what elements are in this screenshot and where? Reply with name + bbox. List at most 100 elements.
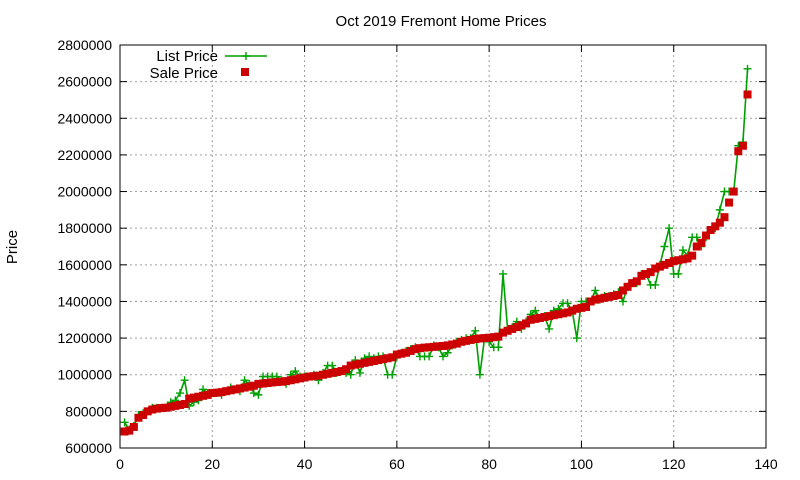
- x-tick-label: 0: [116, 456, 124, 472]
- list-price-point: [120, 418, 129, 427]
- sale-price-point: [189, 393, 198, 402]
- x-tick-label: 40: [297, 456, 313, 472]
- sale-price-point: [591, 295, 600, 304]
- sale-price-point: [282, 377, 291, 386]
- sale-price-point: [166, 402, 175, 411]
- sale-price-point: [175, 400, 184, 409]
- sale-price-point: [309, 372, 318, 381]
- sale-price-point: [535, 313, 544, 322]
- sale-price-point: [572, 304, 581, 313]
- sale-price-point: [711, 222, 720, 231]
- sale-price-point: [388, 353, 397, 362]
- sale-price-point: [489, 333, 498, 342]
- sale-price-point: [512, 323, 521, 332]
- sale-price-point: [337, 367, 346, 376]
- sale-price-point: [406, 346, 415, 355]
- sale-price-point: [222, 387, 231, 396]
- list-price-point: [498, 269, 507, 278]
- sale-price-point: [688, 251, 697, 260]
- sale-price-point: [249, 381, 258, 390]
- y-tick-label: 2200000: [57, 147, 112, 163]
- sale-price-point: [729, 187, 738, 196]
- y-tick-label: 600000: [65, 440, 112, 456]
- sale-price-point: [300, 373, 309, 382]
- sale-price-point: [139, 411, 148, 420]
- x-tick-label: 120: [662, 456, 686, 472]
- sale-price-point: [738, 141, 747, 150]
- sale-price-point: [549, 311, 558, 320]
- list-price-point: [572, 334, 581, 343]
- list-price-point: [388, 370, 397, 379]
- sale-price-point: [558, 309, 567, 318]
- sale-price-point: [351, 360, 360, 369]
- list-price-point: [674, 269, 683, 278]
- sale-price-point: [522, 319, 531, 328]
- sale-price-point: [148, 405, 157, 414]
- sale-price-point: [328, 368, 337, 377]
- sale-price-point: [152, 404, 161, 413]
- x-tick-label: 140: [754, 456, 778, 472]
- series-sale-price: [120, 90, 752, 436]
- list-price-point: [678, 246, 687, 255]
- sale-price-point: [286, 376, 295, 385]
- sale-price-point: [725, 198, 734, 207]
- x-tick-label: 80: [481, 456, 497, 472]
- sale-price-point: [342, 365, 351, 374]
- sale-price-point: [628, 279, 637, 288]
- x-tick-label: 60: [389, 456, 405, 472]
- sale-price-point: [669, 257, 678, 266]
- chart-title: Oct 2019 Fremont Home Prices: [336, 13, 547, 30]
- sale-price-point: [595, 294, 604, 303]
- sale-price-point: [471, 335, 480, 344]
- list-price-point: [346, 370, 355, 379]
- list-price-point: [651, 280, 660, 289]
- sale-price-point: [475, 334, 484, 343]
- sale-price-point: [545, 312, 554, 321]
- sale-price-point: [217, 388, 226, 397]
- list-price-point: [328, 361, 337, 370]
- sale-price-point: [240, 383, 249, 392]
- sale-price-point: [743, 90, 752, 99]
- sale-price-point: [702, 231, 711, 240]
- sale-price-point: [425, 343, 434, 352]
- sale-price-point: [498, 328, 507, 337]
- sale-price-point: [683, 254, 692, 263]
- sale-price-point: [637, 271, 646, 280]
- sale-price-point: [651, 264, 660, 273]
- sale-price-point: [618, 286, 627, 295]
- sale-price-point: [162, 403, 171, 412]
- plot-frame: [119, 44, 767, 449]
- legend-sample-sale-price-marker: [241, 68, 249, 76]
- sale-price-point: [254, 379, 263, 388]
- list-price-point: [240, 376, 249, 385]
- list-price-point: [175, 389, 184, 398]
- sale-price-point: [272, 378, 281, 387]
- sale-price-point: [397, 349, 406, 358]
- list-price-point: [425, 352, 434, 361]
- sale-price-point: [605, 292, 614, 301]
- list-price-point: [494, 343, 503, 352]
- y-tick-label: 1400000: [57, 293, 112, 309]
- list-price-point: [591, 286, 600, 295]
- series-layer: [120, 64, 752, 436]
- sale-price-point: [194, 392, 203, 401]
- legend-label-list-price: List Price: [156, 48, 218, 65]
- sale-price-point: [443, 341, 452, 350]
- sale-price-point: [526, 315, 535, 324]
- sale-price-point: [392, 350, 401, 359]
- sale-price-point: [609, 291, 618, 300]
- y-tick-label: 800000: [65, 403, 112, 419]
- sale-price-point: [734, 147, 743, 156]
- sale-price-point: [291, 375, 300, 384]
- x-tick-label: 20: [204, 456, 220, 472]
- list-price-point: [180, 376, 189, 385]
- sale-price-point: [660, 260, 669, 269]
- sale-price-point: [263, 378, 272, 387]
- sale-price-point: [480, 334, 489, 343]
- sale-price-point: [665, 258, 674, 267]
- sale-price-point: [678, 255, 687, 264]
- sale-price-point: [706, 226, 715, 235]
- sale-price-point: [319, 370, 328, 379]
- sale-price-point: [457, 337, 466, 346]
